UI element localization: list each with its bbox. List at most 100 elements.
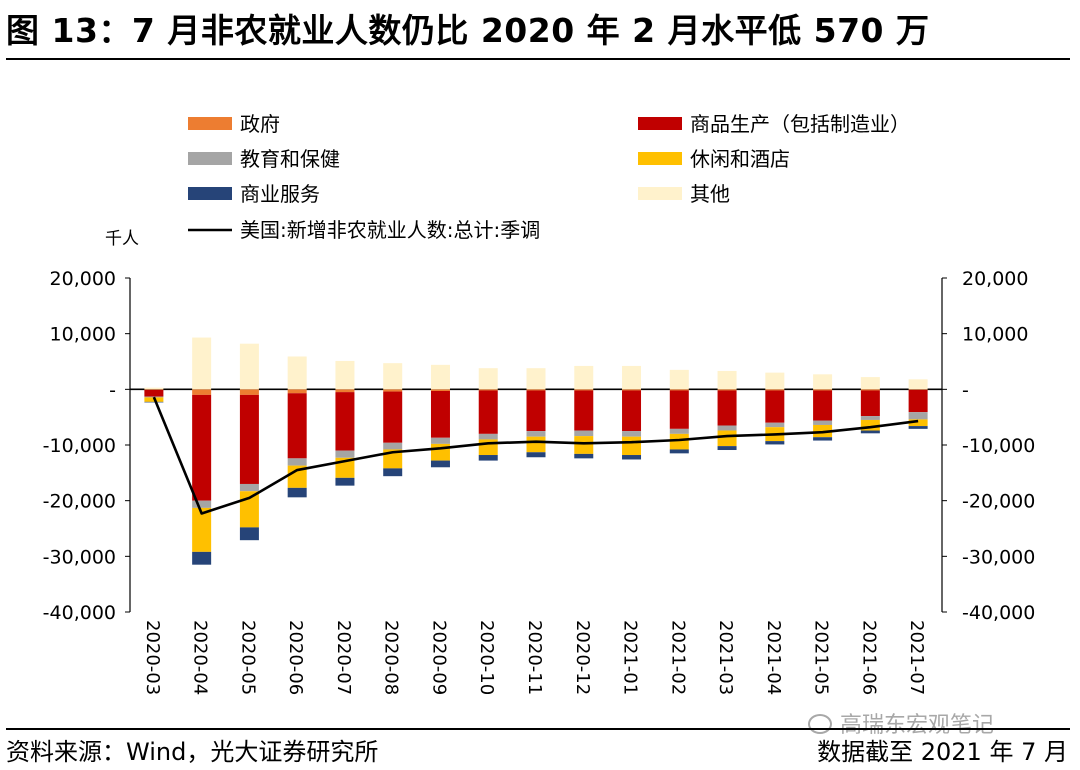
x-tick-label: 2020-07 — [333, 620, 354, 695]
bar-segment — [287, 389, 307, 394]
x-tick-label: 2020-11 — [524, 620, 545, 695]
bar-segment — [526, 431, 546, 437]
bar-segment — [335, 389, 355, 393]
y-tick-label-right: -40,000 — [962, 602, 1035, 624]
bar-segment — [478, 389, 498, 391]
bar-segment — [669, 389, 689, 391]
x-tick-label: 2021-06 — [858, 620, 879, 695]
bar-segment — [383, 363, 403, 390]
bar-segment — [192, 551, 212, 565]
bar-segment — [430, 460, 450, 468]
bar-segment — [430, 391, 450, 438]
bar-segment — [526, 452, 546, 458]
y-tick-label-right: 20,000 — [962, 268, 1028, 290]
bar-segment — [574, 436, 594, 454]
bar-segment — [335, 477, 355, 486]
bar-segment — [383, 389, 403, 392]
title-rule — [6, 58, 1070, 60]
data-cutoff-note: 数据截至 2021 年 7 月 — [817, 738, 1068, 766]
bar-segment — [813, 389, 833, 391]
y-tick-label-right: -10,000 — [962, 435, 1035, 457]
bar-segment — [478, 433, 498, 440]
bar-segment — [287, 356, 307, 390]
y-tick-label-right: -20,000 — [962, 491, 1035, 513]
legend-swatch — [188, 152, 232, 165]
bar-segment — [239, 483, 259, 492]
bar-segment — [144, 389, 164, 397]
x-tick-label: 2020-05 — [237, 620, 258, 695]
bar-segment — [622, 455, 642, 460]
bar-segment — [860, 419, 880, 431]
bar-segment — [574, 365, 594, 390]
footer-rule — [6, 728, 1070, 730]
bar-segment — [574, 390, 594, 431]
bar-segment — [765, 422, 785, 428]
x-tick-label: 2021-03 — [715, 620, 736, 695]
y-tick-label-left: -40,000 — [43, 602, 116, 624]
bar-segment — [622, 389, 642, 391]
bar-segment — [383, 391, 403, 443]
y-tick-label-left: -10,000 — [43, 435, 116, 457]
bar-segment — [239, 527, 259, 541]
legend-swatch — [188, 187, 232, 200]
bar-segment — [574, 389, 594, 391]
x-tick-label: 2021-01 — [620, 620, 641, 695]
source-note: 资料来源：Wind，光大证券研究所 — [6, 738, 379, 766]
bar-segment — [335, 392, 355, 451]
bar-segment — [908, 426, 928, 429]
bar-segment — [813, 390, 833, 421]
x-tick-label: 2020-08 — [381, 620, 402, 695]
x-tick-label: 2020-12 — [572, 620, 593, 695]
bar-segment — [669, 449, 689, 454]
bar-segment — [765, 389, 785, 391]
total-line-series — [152, 396, 919, 515]
bar-segment — [669, 428, 689, 434]
bar-segment — [287, 393, 307, 459]
y-tick-label-right: -30,000 — [962, 546, 1035, 568]
bar-segment — [574, 453, 594, 459]
y-axis-unit-label: 千人 — [105, 229, 139, 249]
watermark: 高瑞东宏观笔记 — [808, 707, 994, 739]
bar-segment — [908, 389, 928, 413]
bar-segment — [430, 389, 450, 392]
x-tick-label: 2020-03 — [142, 620, 163, 695]
bar-segment — [574, 430, 594, 437]
x-tick-label: 2020-04 — [190, 620, 211, 695]
bar-segment — [860, 377, 880, 390]
bar-segment — [717, 390, 737, 426]
bar-segment — [622, 436, 642, 456]
bar-segment — [239, 389, 259, 395]
y-tick-label-left: 20,000 — [50, 268, 116, 290]
bar-segment — [192, 500, 212, 508]
x-tick-label: 2021-02 — [667, 620, 688, 695]
bars — [144, 337, 928, 565]
bar-segment — [192, 337, 212, 390]
bar-segment — [908, 412, 928, 420]
axes: 20,000 20,000 10,000 10,000 - - -10,000 -10,000… — [43, 268, 1036, 624]
bar-segment — [669, 390, 689, 429]
bar-segment — [526, 368, 546, 390]
bar-segment — [908, 379, 928, 390]
legend-label: 休闲和酒店 — [690, 147, 790, 171]
bar-segment — [717, 446, 737, 451]
y-tick-label-left: -30,000 — [43, 546, 116, 568]
bar-segment — [813, 420, 833, 425]
bar-segment — [526, 390, 546, 432]
bar-segment — [430, 437, 450, 444]
bar-segment — [478, 455, 498, 461]
bar-segment — [192, 389, 212, 395]
bar-segment — [144, 387, 164, 390]
bar-segment — [765, 390, 785, 423]
bar-segment — [669, 369, 689, 390]
bar-segment — [908, 419, 928, 427]
x-tick-label: 2021-07 — [906, 620, 927, 695]
bar-segment — [383, 442, 403, 450]
x-tick-label: 2020-10 — [476, 620, 497, 695]
bar-segment — [669, 433, 689, 450]
bar-segment — [144, 389, 164, 390]
bar-segment — [860, 390, 880, 417]
bar-segment — [383, 468, 403, 477]
bar-segment — [622, 431, 642, 437]
